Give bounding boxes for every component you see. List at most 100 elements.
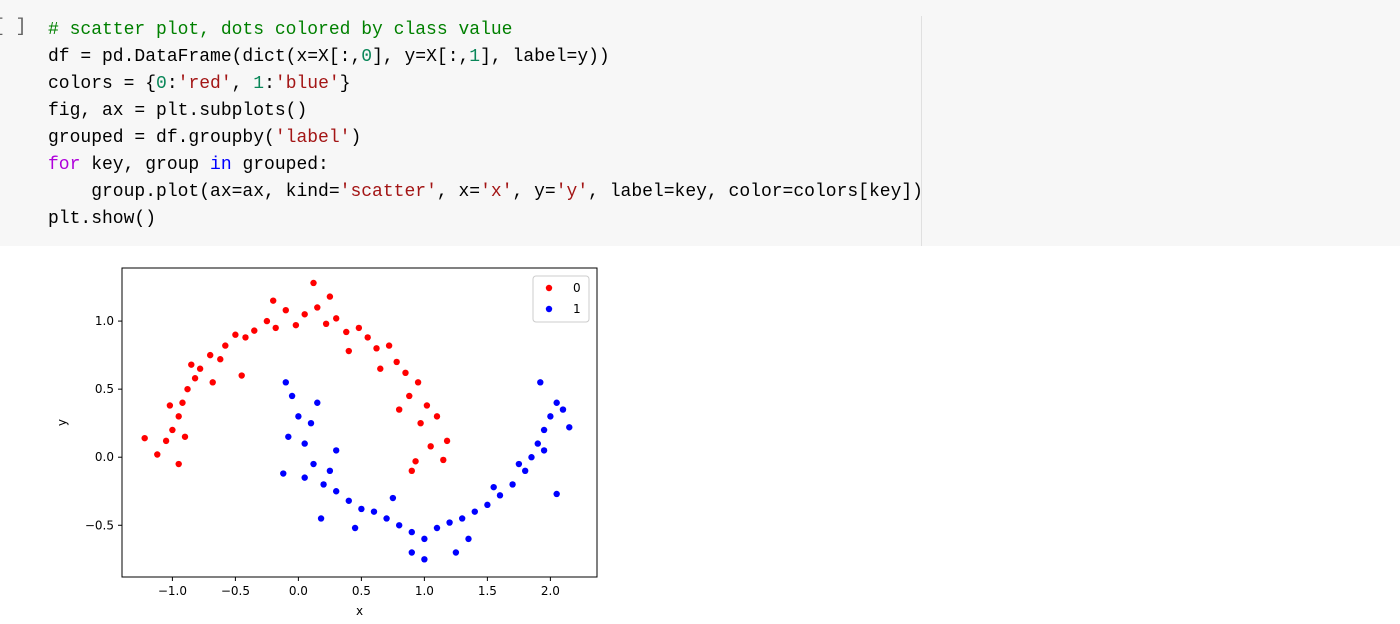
code-token: # scatter plot, dots colored by class va… [48,20,513,40]
data-point [537,379,544,386]
data-point [370,508,378,515]
data-point [515,460,523,468]
data-point [217,356,224,363]
data-point [332,447,340,454]
data-point [385,342,393,349]
data-point [222,342,229,349]
data-point [458,515,466,522]
data-point [295,413,302,420]
code-token: colors = { [48,74,157,94]
code-token: fig, ax = plt.subplots() [48,101,308,121]
data-point [181,433,189,440]
run-prompt[interactable]: [ ] [0,17,27,37]
code-editor[interactable]: # scatter plot, dots colored by class va… [48,17,923,233]
code-token: in [210,155,232,175]
code-token: 1 [469,47,481,67]
data-point [285,433,292,440]
data-point [509,481,516,488]
data-point [566,424,573,431]
code-line: grouped = df.groupby('label') [48,125,923,152]
data-point [553,490,560,498]
data-point [169,426,176,434]
x-tick-label: 2.0 [541,584,560,598]
data-point [162,437,170,445]
data-point [383,515,390,522]
data-point [242,334,249,341]
data-point [412,458,419,465]
x-tick-label: 0.5 [352,584,371,598]
code-token: : [264,74,275,94]
data-point [326,293,334,300]
x-tick-label: 0.0 [289,584,308,598]
data-point [251,327,258,334]
data-point [408,549,415,556]
data-point [345,497,352,504]
code-token: grouped = df.groupby( [48,128,275,148]
data-point [433,413,441,420]
data-point [452,549,460,556]
data-point [402,369,409,377]
code-cell[interactable]: [ ] # scatter plot, dots colored by clas… [0,0,1400,246]
data-point [184,385,191,393]
code-token: 'red' [177,74,232,94]
data-point [343,328,350,336]
code-line: group.plot(ax=ax, kind='scatter', x='x',… [48,179,923,206]
data-point [292,321,300,329]
data-point [320,481,327,488]
data-point [282,379,289,386]
data-point [310,460,317,468]
x-tick-label: 1.5 [478,584,497,598]
code-token: group.plot(ax=ax, kind= [48,182,340,202]
code-token: , label=key, color=colors[key]) [588,182,923,202]
data-point [395,522,403,529]
data-point [417,419,424,427]
data-point [547,413,554,420]
code-token: 'scatter' [339,182,437,202]
code-token: } [339,74,351,94]
data-point [427,443,434,450]
data-point [553,399,560,406]
data-point [393,358,400,366]
data-point [421,556,428,563]
data-point [358,505,365,513]
data-point [232,331,239,338]
code-line: colors = {0:'red', 1:'blue'} [48,71,923,98]
code-line: # scatter plot, dots colored by class va… [48,17,923,44]
data-point [166,402,174,409]
code-token: ], y=X[:, [372,47,470,67]
data-point [179,399,186,406]
data-point [332,488,340,495]
data-point [377,365,384,372]
data-point [540,447,548,454]
data-point [496,492,504,499]
data-point [408,467,415,475]
data-point [310,279,317,287]
code-token: plt.show() [48,209,157,229]
x-tick-label: −1.0 [158,584,187,598]
y-tick-label: 1.0 [95,314,114,328]
x-tick-label: 1.0 [415,584,434,598]
code-token: , y= [512,182,556,202]
data-point [484,501,491,509]
data-point [465,535,472,543]
axes-frame [121,267,598,578]
code-token: df = pd.DataFrame(dict(x=X[:, [48,47,362,67]
data-point [280,470,287,477]
data-point [272,324,279,332]
legend-label: 1 [573,302,581,316]
data-point [191,375,199,382]
code-token: 1 [253,74,265,94]
code-token: 'x' [480,182,513,202]
data-point [238,372,245,379]
data-point [307,419,315,427]
data-point [314,399,321,406]
legend-marker [545,284,553,292]
data-point [534,440,541,447]
data-point [209,379,216,386]
code-token: 0 [361,47,373,67]
data-point [423,402,431,409]
data-point [521,467,529,475]
data-point [446,519,453,526]
code-line: fig, ax = plt.subplots() [48,98,923,125]
